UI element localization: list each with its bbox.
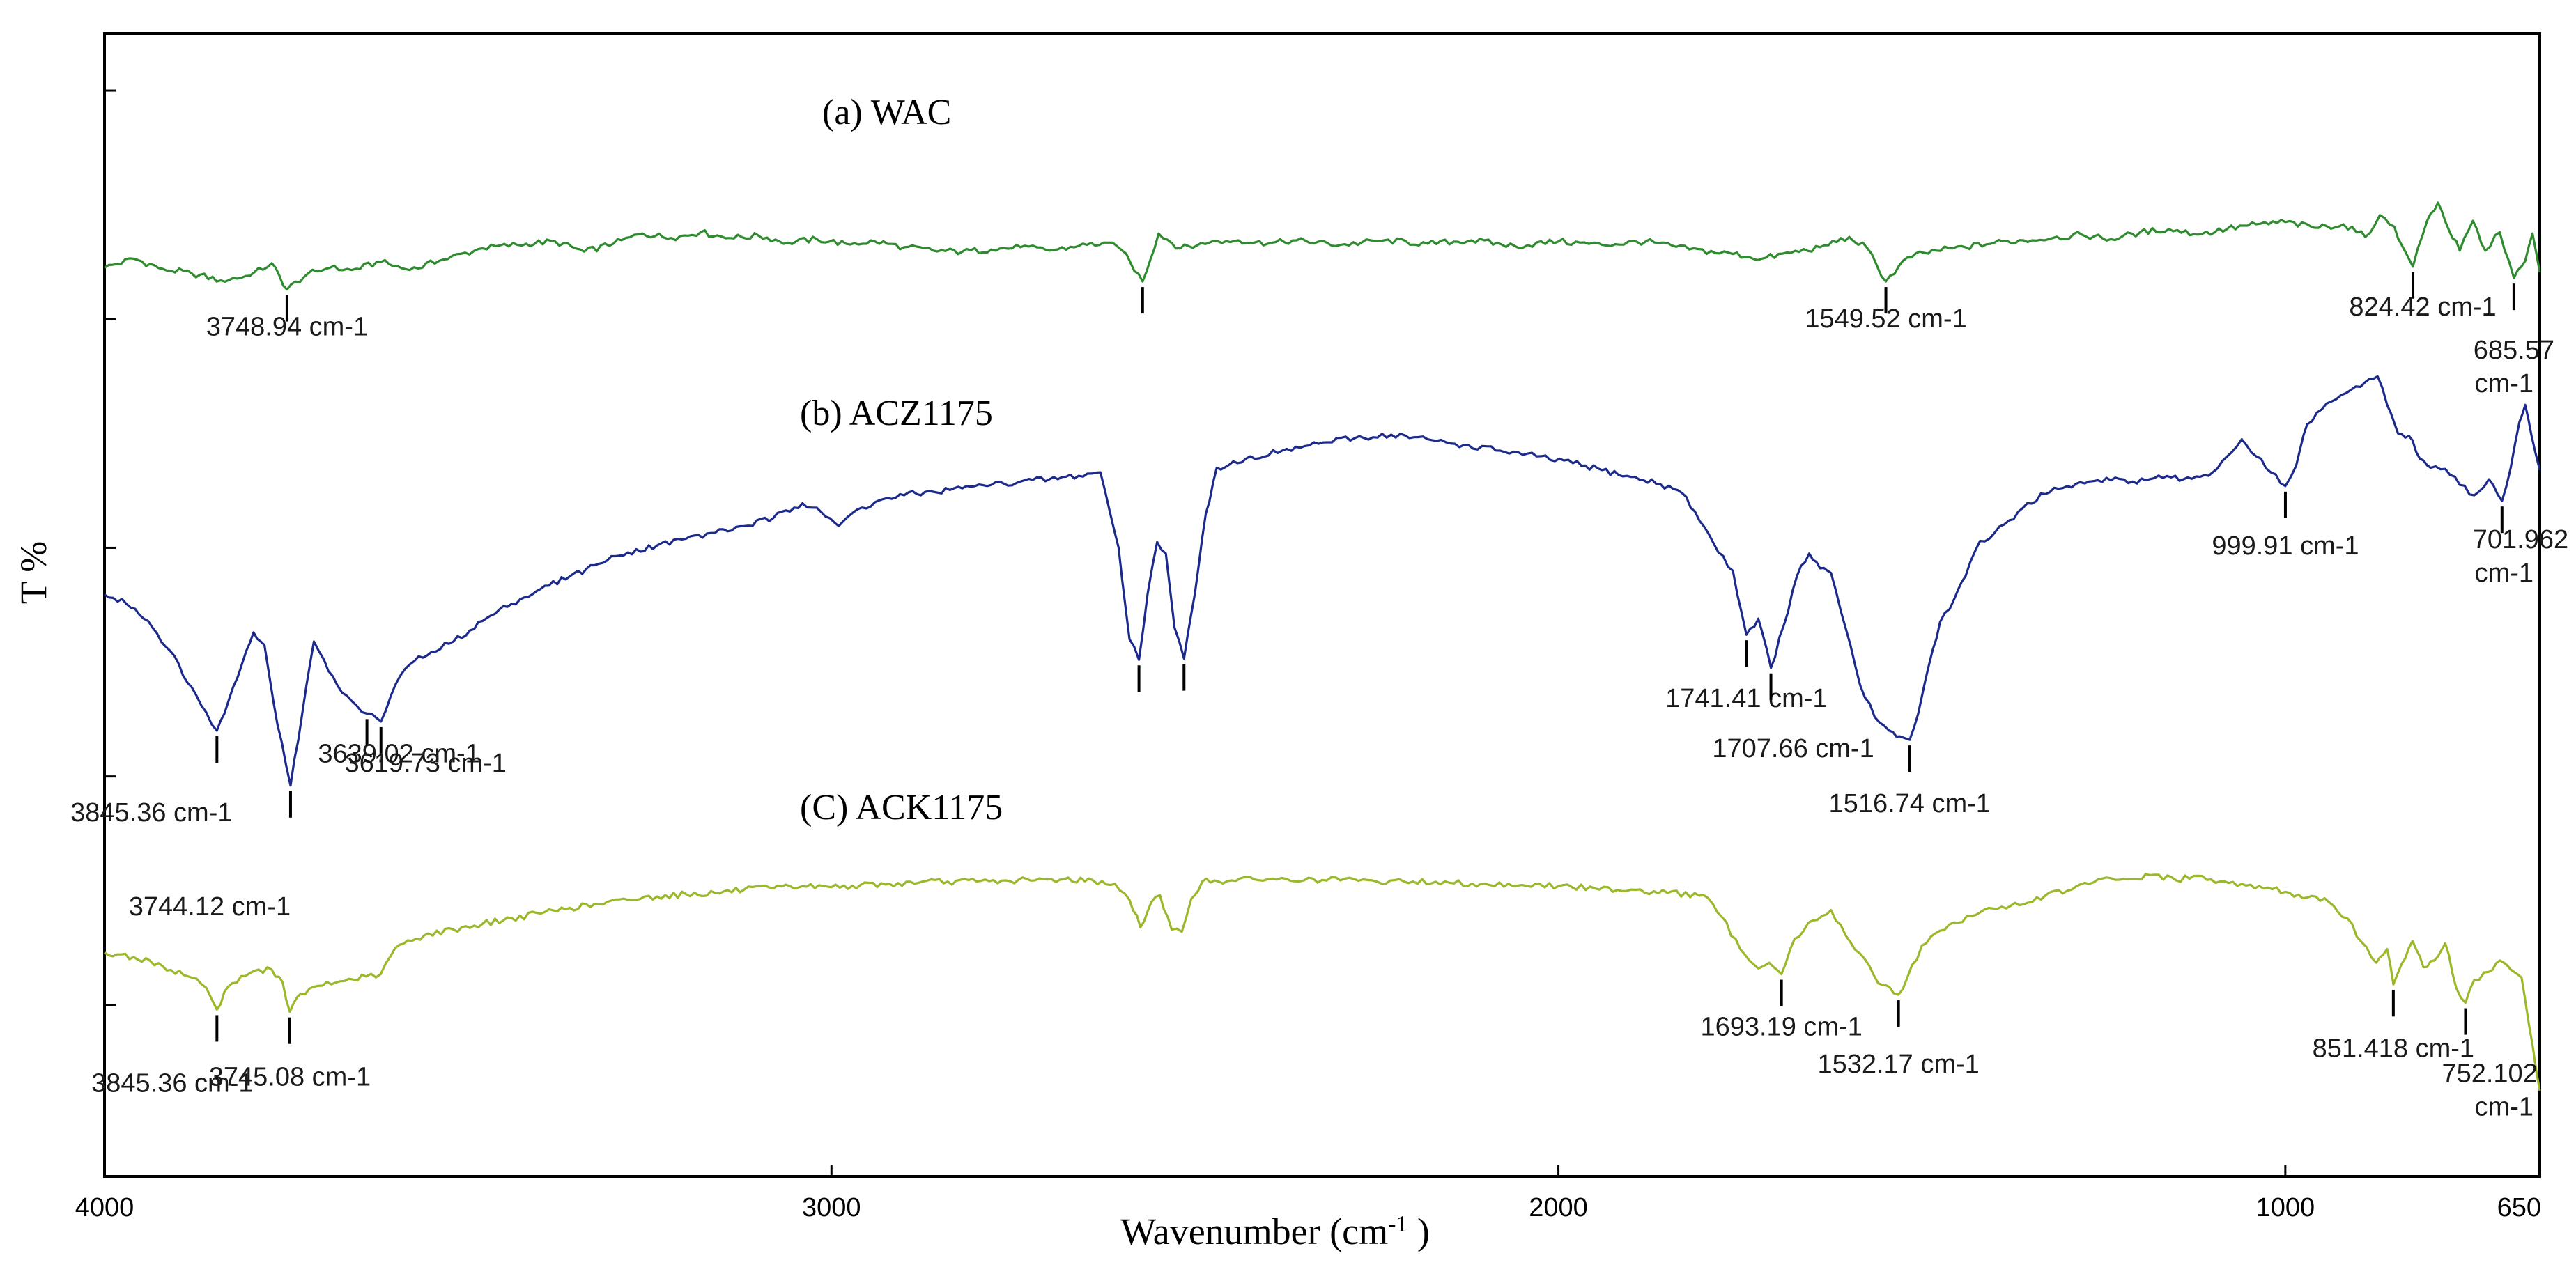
peak-label-4: 685.57 bbox=[2474, 336, 2554, 365]
x-axis-title-main: Wavenumber (cm bbox=[1120, 1211, 1388, 1252]
peak-label-7: 3639.02 cm-1 bbox=[318, 739, 479, 768]
peak-label-unit-4: cm-1 bbox=[2475, 369, 2533, 398]
x-tick-label-4: 650 bbox=[2497, 1193, 2541, 1222]
series-label-wac: (a) WAC bbox=[822, 93, 951, 132]
x-tick-label-0: 4000 bbox=[75, 1193, 134, 1222]
peak-label-14: 999.91 cm-1 bbox=[2212, 531, 2359, 561]
peak-label-unit-21: cm-1 bbox=[2475, 1093, 2533, 1122]
peak-label-19: 1532.17 cm-1 bbox=[1817, 1050, 1979, 1079]
spectra-traces bbox=[104, 201, 2541, 1091]
peak-label-17: 3745.08 cm-1 bbox=[209, 1063, 371, 1092]
peak-label-2: 1549.52 cm-1 bbox=[1805, 304, 1966, 334]
series-label-ack1175: (C) ACK1175 bbox=[800, 788, 1003, 827]
peak-label-13: 1516.74 cm-1 bbox=[1829, 789, 1991, 818]
y-axis-title: T % bbox=[13, 541, 54, 605]
x-axis-title: Wavenumber (cm-1 ) bbox=[1120, 1211, 1430, 1252]
peak-label-0: 3748.94 cm-1 bbox=[206, 313, 368, 342]
peak-label-5: 3845.36 cm-1 bbox=[70, 798, 232, 827]
y-axis-ticks bbox=[105, 89, 116, 1006]
peak-label-8: 3619.73 cm-1 bbox=[345, 749, 507, 778]
series-label-acz1175: (b) ACZ1175 bbox=[800, 394, 993, 433]
x-tick-label-3: 1000 bbox=[2256, 1193, 2315, 1222]
plot-frame bbox=[103, 32, 2541, 1178]
peak-label-6: 3744.12 cm-1 bbox=[129, 892, 291, 922]
x-tick-label-2: 2000 bbox=[1529, 1193, 1588, 1222]
series-line-0 bbox=[104, 201, 2541, 291]
series-line-1 bbox=[104, 375, 2541, 787]
peak-label-3: 824.42 cm-1 bbox=[2349, 293, 2496, 322]
x-axis-ticks: 4000 3000 2000 1000 650 bbox=[75, 1165, 2541, 1222]
peak-label-12: 1707.66 cm-1 bbox=[1712, 734, 1874, 763]
peak-label-unit-15: cm-1 bbox=[2475, 559, 2533, 588]
peak-label-21: 752.102 bbox=[2442, 1059, 2537, 1089]
x-axis-title-sup: -1 bbox=[1388, 1211, 1407, 1237]
x-axis-title-close: ) bbox=[1407, 1211, 1429, 1252]
peak-label-18: 1693.19 cm-1 bbox=[1700, 1013, 1862, 1042]
series-line-2 bbox=[104, 873, 2541, 1091]
peak-markers: 3748.94 cm-1 1549.52 cm-1 824.42 cm-1 685.5… bbox=[70, 272, 2568, 1122]
peak-label-15: 701.962 bbox=[2473, 525, 2568, 554]
peak-label-20: 851.418 cm-1 bbox=[2313, 1034, 2474, 1063]
x-tick-label-1: 3000 bbox=[802, 1193, 861, 1222]
peak-label-16: 3845.36 cm-1 bbox=[91, 1068, 253, 1098]
peak-label-11: 1741.41 cm-1 bbox=[1665, 684, 1827, 713]
